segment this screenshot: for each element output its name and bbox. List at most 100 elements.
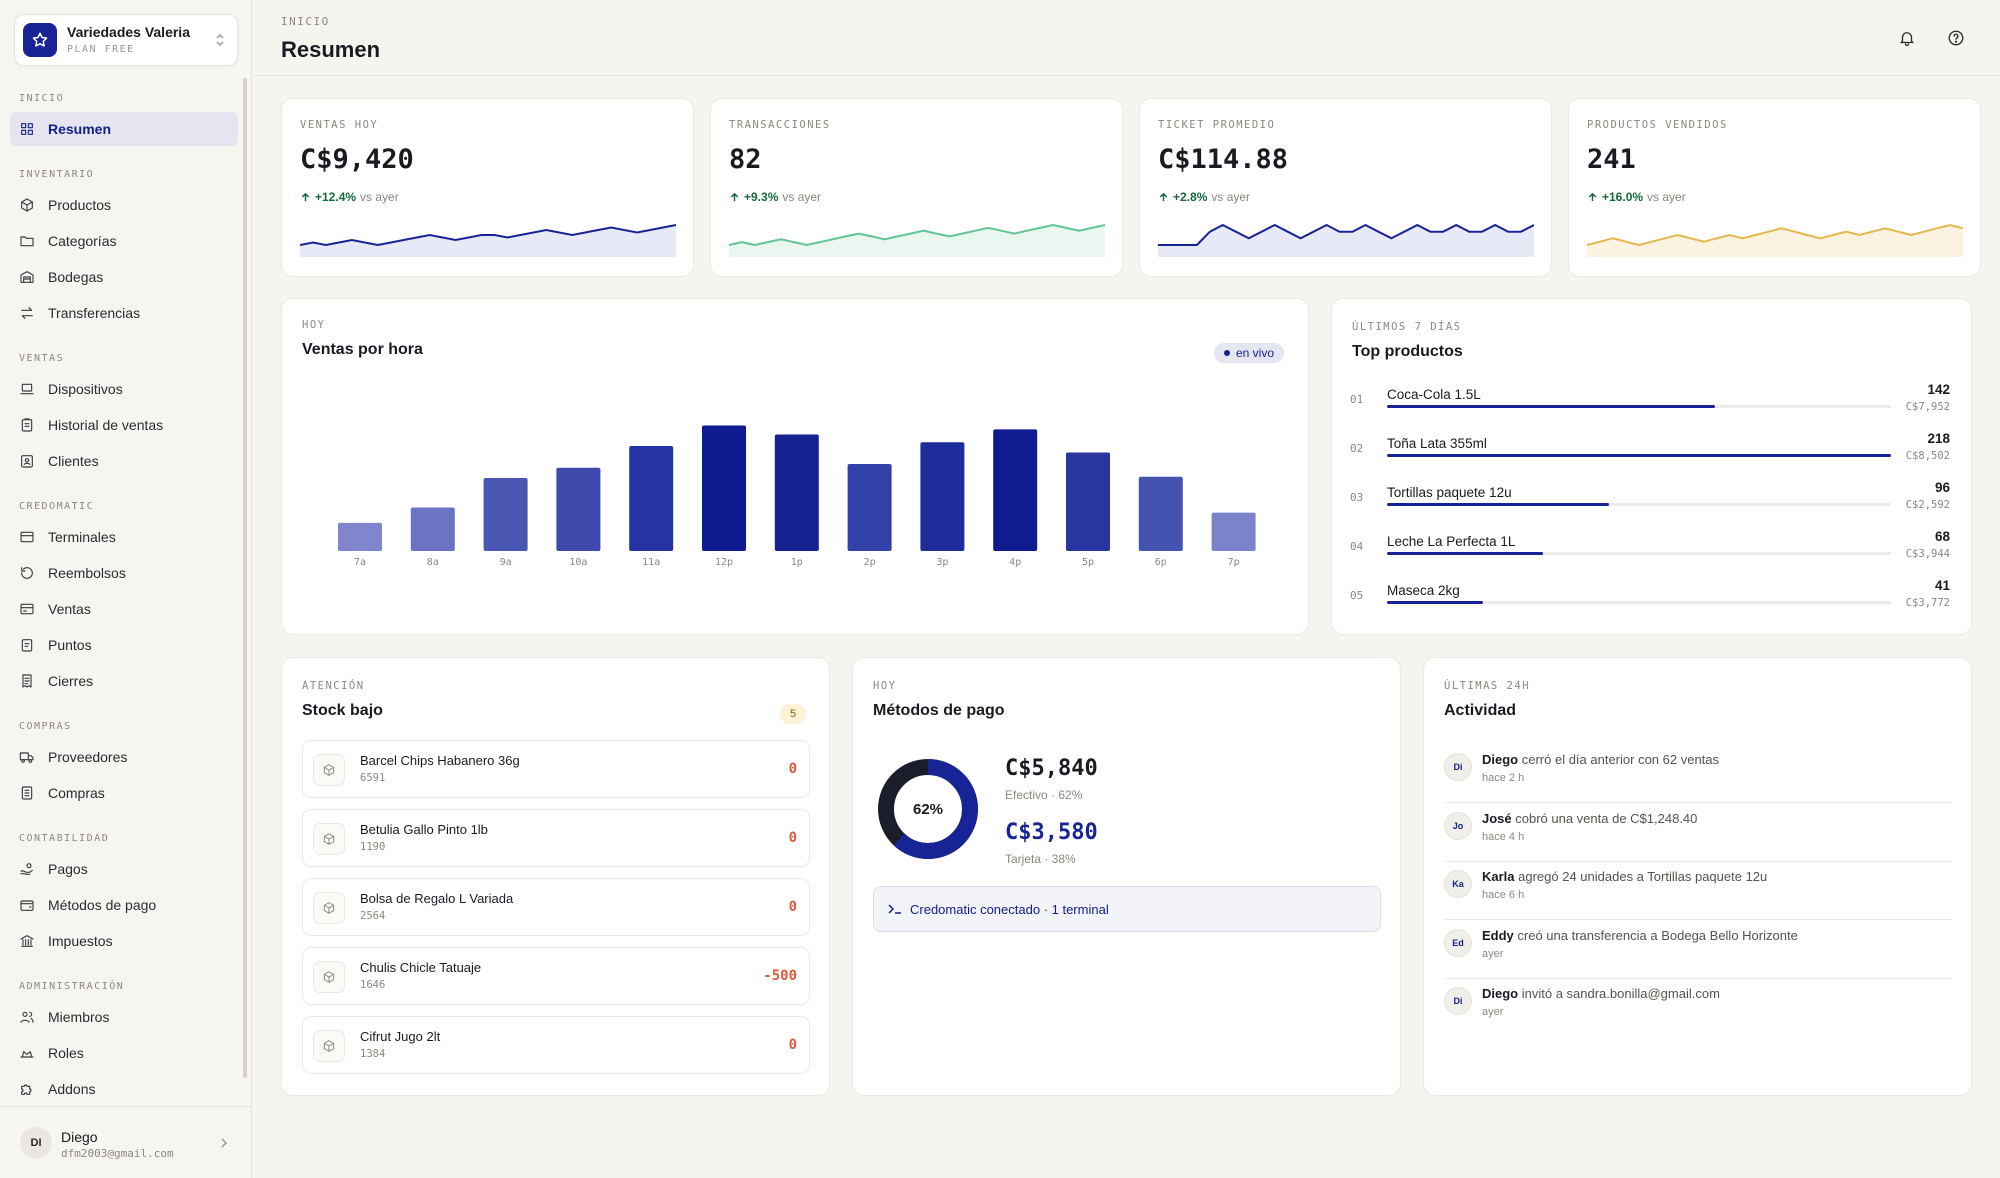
top-product-row[interactable]: 02 Toña Lata 355ml 218 C$8,502 xyxy=(1350,431,1950,471)
card-icon xyxy=(20,603,34,615)
sidebar-item-proveedores[interactable]: Proveedores xyxy=(10,740,238,774)
hourly-title: Ventas por hora xyxy=(302,341,423,358)
bar-4p[interactable] xyxy=(993,429,1038,551)
sidebar-item-reembolsos[interactable]: Reembolsos xyxy=(10,556,238,590)
product-qty: 41 xyxy=(1934,578,1950,593)
bar-1p[interactable] xyxy=(774,434,819,551)
bar-6p[interactable] xyxy=(1138,476,1183,551)
hourly-eyebrow: HOY xyxy=(302,319,326,331)
sidebar-item-label: Dispositivos xyxy=(48,381,123,397)
sidebar-item-ventas[interactable]: Ventas xyxy=(10,592,238,626)
sidebar-item-historial-de-ventas[interactable]: Historial de ventas xyxy=(10,408,238,442)
sidebar-item-categorias[interactable]: Categorías xyxy=(10,224,238,258)
sidebar-item-metodos-de-pago[interactable]: Métodos de pago xyxy=(10,888,238,922)
nav-section-heading: INVENTARIO xyxy=(19,169,95,180)
sidebar-item-label: Terminales xyxy=(48,529,116,545)
sidebar-item-roles[interactable]: Roles xyxy=(10,1036,238,1070)
bar-3p[interactable] xyxy=(920,442,965,551)
star-icon xyxy=(23,23,57,57)
kpi-value: C$9,420 xyxy=(300,144,414,175)
activity-text: José cobró una venta de C$1,248.40 xyxy=(1482,811,1697,826)
activity-action: cerró el día anterior con 62 ventas xyxy=(1518,752,1720,767)
sidebar-item-productos[interactable]: Productos xyxy=(10,188,238,222)
low-stock-row[interactable]: Cifrut Jugo 2lt 1384 0 xyxy=(302,1016,810,1074)
product-code: 6591 xyxy=(360,772,386,784)
low-stock-row[interactable]: Barcel Chips Habanero 36g 6591 0 xyxy=(302,740,810,798)
activity-avatar: Ka xyxy=(1444,870,1472,898)
sidebar-item-pagos[interactable]: Pagos xyxy=(10,852,238,886)
kpi-delta-value: +12.4% xyxy=(315,190,357,204)
top-product-row[interactable]: 01 Coca-Cola 1.5L 142 C$7,952 xyxy=(1350,382,1950,422)
sidebar-item-cierres[interactable]: Cierres xyxy=(10,664,238,698)
bar-8a[interactable] xyxy=(410,507,455,551)
kpi-delta: +9.3% vs ayer xyxy=(729,190,821,204)
nav-section-heading: CONTABILIDAD xyxy=(19,833,110,844)
sidebar-item-terminales[interactable]: Terminales xyxy=(10,520,238,554)
card-label: Tarjeta · 38% xyxy=(1005,852,1076,866)
hourly-sales-card: HOY Ventas por hora en vivo 7a 8a 9a 10a 11a… xyxy=(281,298,1309,635)
org-name: Variedades Valeria xyxy=(67,24,190,40)
card-amount: C$3,580 xyxy=(1005,820,1098,845)
share-bar xyxy=(1387,552,1891,555)
sidebar-item-transferencias[interactable]: Transferencias xyxy=(10,296,238,330)
activity-text: Karla agregó 24 unidades a Tortillas paq… xyxy=(1482,869,1767,884)
help-icon[interactable] xyxy=(1947,29,1965,47)
nav-section-heading: VENTAS xyxy=(19,353,65,364)
bar-10a[interactable] xyxy=(556,467,601,551)
rank: 02 xyxy=(1350,442,1364,455)
rank: 05 xyxy=(1350,589,1364,602)
topbar: INICIO Resumen xyxy=(253,0,2000,76)
top-product-row[interactable]: 05 Maseca 2kg 41 C$3,772 xyxy=(1350,578,1950,618)
low-stock-row[interactable]: Chulis Chicle Tatuaje 1646 -500 xyxy=(302,947,810,1005)
activity-text: Diego invitó a sandra.bonilla@gmail.com xyxy=(1482,986,1720,1001)
sidebar-item-dispositivos[interactable]: Dispositivos xyxy=(10,372,238,406)
kpi-card: TICKET PROMEDIO C$114.88 +2.8% vs ayer xyxy=(1139,98,1552,277)
credomatic-label: Credomatic conectado · 1 terminal xyxy=(910,901,1109,917)
live-badge: en vivo xyxy=(1214,343,1285,363)
bar-7a[interactable] xyxy=(338,522,382,551)
sidebar-item-addons[interactable]: Addons xyxy=(10,1072,238,1100)
credomatic-status[interactable]: Credomatic conectado · 1 terminal xyxy=(873,886,1381,932)
contact-icon xyxy=(21,455,33,468)
user-menu[interactable]: DI Diego dfm2003@gmail.com xyxy=(0,1106,252,1178)
share-bar-fill xyxy=(1387,552,1544,555)
sidebar-item-bodegas[interactable]: Bodegas xyxy=(10,260,238,294)
bar-7p[interactable] xyxy=(1211,512,1256,551)
top-product-row[interactable]: 04 Leche La Perfecta 1L 68 C$3,944 xyxy=(1350,529,1950,569)
sidebar-item-impuestos[interactable]: Impuestos xyxy=(10,924,238,958)
org-switcher[interactable]: Variedades Valeria PLAN FREE xyxy=(14,14,238,66)
low-stock-row[interactable]: Bolsa de Regalo L Variada 2564 0 xyxy=(302,878,810,936)
bar-5p[interactable] xyxy=(1066,452,1110,551)
sidebar-item-label: Pagos xyxy=(48,861,88,877)
chevron-updown-icon xyxy=(216,33,224,47)
product-amount: C$2,592 xyxy=(1905,499,1950,511)
rank: 01 xyxy=(1350,393,1364,406)
top-product-row[interactable]: 03 Tortillas paquete 12u 96 C$2,592 xyxy=(1350,480,1950,520)
bar-11a[interactable] xyxy=(629,446,674,551)
kpi-sparkline xyxy=(729,223,1105,257)
sidebar-item-clientes[interactable]: Clientes xyxy=(10,444,238,478)
bar-2p[interactable] xyxy=(847,463,892,551)
sidebar-item-label: Compras xyxy=(48,785,105,801)
activity-item: Ed Eddy creó una transferencia a Bodega B… xyxy=(1444,921,1952,979)
bar-9a[interactable] xyxy=(483,478,528,551)
bar-12p[interactable] xyxy=(702,425,746,551)
sidebar-item-resumen[interactable]: Resumen xyxy=(10,112,238,146)
low-stock-card: ATENCIÓN Stock bajo 5 Barcel Chips Haban… xyxy=(281,657,830,1096)
kpi-label: VENTAS HOY xyxy=(300,119,379,131)
sparkline-line xyxy=(1158,223,1534,246)
sidebar-item-puntos[interactable]: Puntos xyxy=(10,628,238,662)
sidebar-item-compras[interactable]: Compras xyxy=(10,776,238,810)
low-stock-row[interactable]: Betulia Gallo Pinto 1lb 1190 0 xyxy=(302,809,810,867)
activity-avatar: Jo xyxy=(1444,811,1472,840)
nav-section-heading: ADMINISTRACIÓN xyxy=(19,981,125,992)
sidebar-scrollbar[interactable] xyxy=(243,78,247,1078)
activity-item: Jo José cobró una venta de C$1,248.40 hace… xyxy=(1444,804,1952,862)
stock-eyebrow: ATENCIÓN xyxy=(302,680,365,692)
bell-icon[interactable] xyxy=(1898,29,1916,47)
sparkline-line xyxy=(729,223,1105,247)
activity-time: ayer xyxy=(1482,1006,1504,1018)
kpi-value: C$114.88 xyxy=(1158,144,1289,175)
sidebar-item-miembros[interactable]: Miembros xyxy=(10,1000,238,1034)
share-bar xyxy=(1387,503,1891,506)
